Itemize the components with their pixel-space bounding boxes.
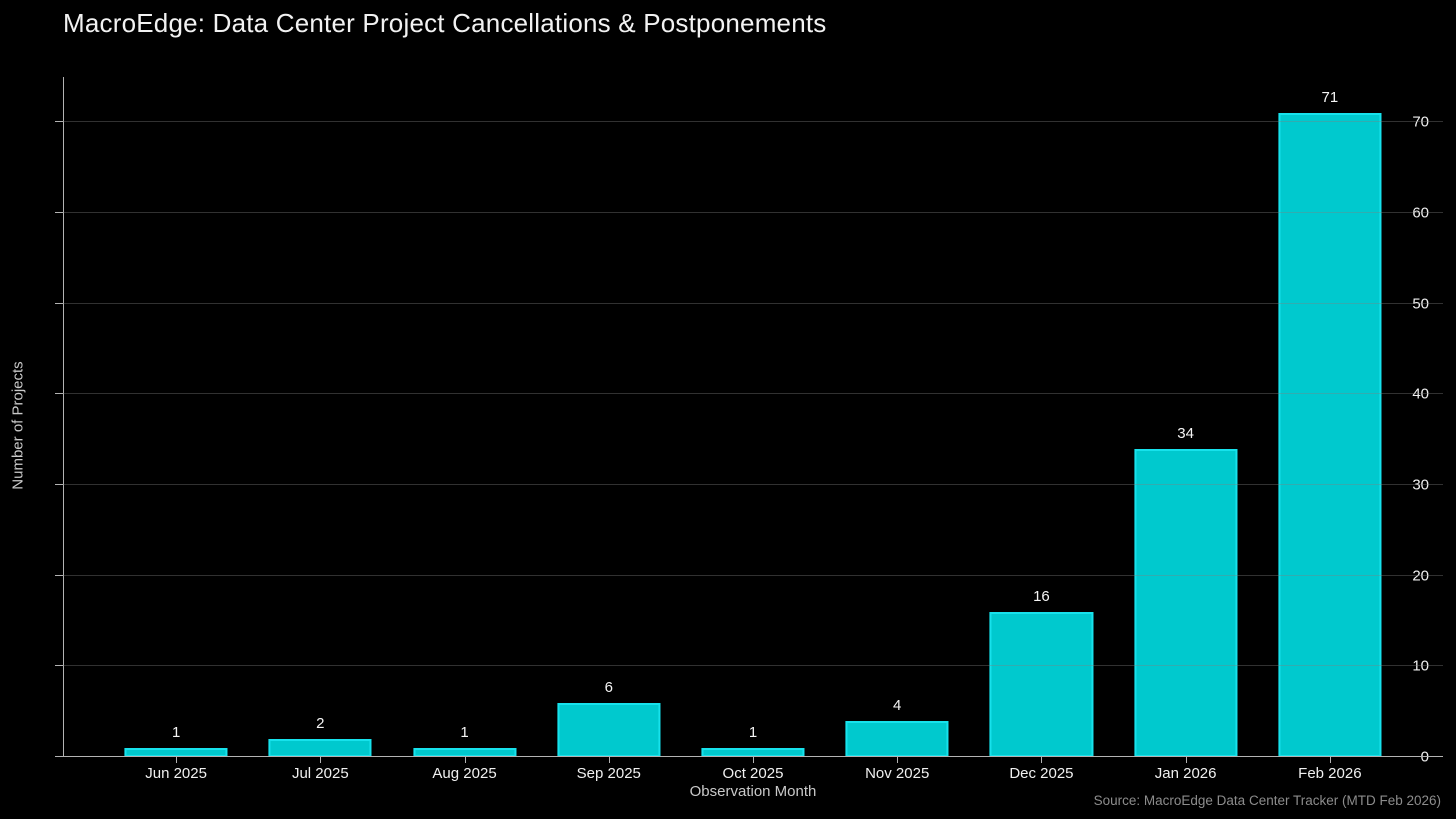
y-tick-mark-60 — [55, 212, 63, 213]
bar-slot-aug-2025: 1 Aug 2025 — [392, 77, 536, 782]
bar-slot-oct-2025: 1 Oct 2025 — [681, 77, 825, 782]
y-tick-mark-50 — [55, 302, 63, 304]
bar-slot-nov-2025: 4 Nov 2025 — [825, 77, 969, 782]
y-tick-label-20: 20 — [1412, 567, 1429, 585]
y-tick-label-40: 40 — [1412, 385, 1429, 403]
x-tick-mark — [897, 757, 899, 763]
y-tick-label-30: 30 — [1412, 476, 1429, 494]
gridline-20 — [63, 574, 1443, 576]
x-tick-label: Aug 2025 — [432, 765, 497, 782]
bar — [557, 702, 661, 757]
bar-slot-feb-2026: 71 Feb 2026 — [1258, 77, 1402, 782]
x-tick-mark — [1041, 757, 1043, 763]
bars-layer: 1 Jun 2025 2 Jul 2025 1 Aug 2025 6 Sep 2025 1 Oct… — [63, 77, 1443, 782]
bar-value-label: 4 — [893, 696, 902, 714]
gridline-50 — [63, 302, 1443, 304]
y-tick-mark-70 — [55, 121, 63, 123]
gridline-10 — [63, 665, 1443, 667]
x-axis-line — [63, 756, 1443, 757]
x-tick-label: Jun 2025 — [145, 765, 207, 782]
chart-title: MacroEdge: Data Center Project Cancellat… — [63, 8, 827, 38]
y-tick-mark-30 — [55, 484, 63, 485]
y-tick-label-0: 0 — [1420, 748, 1429, 766]
x-tick-mark — [320, 757, 322, 763]
bar-value-label: 16 — [1033, 587, 1050, 605]
y-tick-mark-40 — [55, 393, 63, 395]
bar — [845, 720, 949, 757]
x-axis-title: Observation Month — [689, 783, 817, 800]
source-note: Source: MacroEdge Data Center Tracker (M… — [1093, 793, 1441, 808]
x-tick-label: Sep 2025 — [576, 765, 641, 782]
gridline-30 — [63, 484, 1443, 485]
bar — [989, 611, 1093, 757]
x-tick-label: Feb 2026 — [1298, 765, 1362, 782]
x-tick-label: Nov 2025 — [865, 765, 930, 782]
bar-slot-sep-2025: 6 Sep 2025 — [537, 77, 681, 782]
bar-value-label: 71 — [1321, 89, 1339, 107]
x-tick-mark — [752, 757, 754, 763]
x-tick-label: Oct 2025 — [722, 765, 784, 782]
gridline-60 — [63, 212, 1443, 213]
gridline-40 — [63, 393, 1443, 395]
x-tick-label: Dec 2025 — [1009, 765, 1074, 782]
bar — [268, 738, 372, 757]
bar-value-label: 1 — [748, 723, 758, 741]
x-tick-mark — [176, 757, 178, 763]
bar-value-label: 2 — [316, 714, 325, 732]
y-axis-line — [63, 77, 64, 757]
y-axis-title: Number of Projects — [9, 361, 27, 490]
bar-value-label: 34 — [1177, 424, 1194, 442]
gridline-70 — [63, 121, 1443, 123]
plot-area: 1 Jun 2025 2 Jul 2025 1 Aug 2025 6 Sep 2025 1 Oct… — [55, 77, 1443, 782]
x-tick-mark — [1329, 757, 1331, 763]
bar — [412, 747, 517, 757]
y-tick-mark-0 — [55, 756, 63, 757]
bar — [701, 747, 805, 757]
bar-value-label: 1 — [171, 723, 181, 741]
x-tick-mark — [608, 757, 610, 763]
x-tick-mark — [464, 757, 466, 763]
bar-value-label: 6 — [604, 678, 613, 696]
bar — [1134, 448, 1238, 757]
y-tick-mark-10 — [55, 665, 63, 667]
x-tick-label: Jul 2025 — [291, 765, 349, 782]
y-tick-label-10: 10 — [1412, 657, 1429, 675]
bar — [1278, 113, 1382, 757]
bar-slot-jun-2025: 1 Jun 2025 — [104, 77, 248, 782]
bar — [124, 747, 228, 757]
bar-slot-jul-2025: 2 Jul 2025 — [248, 77, 392, 782]
y-tick-mark-20 — [55, 574, 63, 576]
x-tick-mark — [1185, 757, 1187, 763]
bar-value-label: 1 — [460, 723, 469, 741]
bar-slot-dec-2025: 16 Dec 2025 — [969, 77, 1113, 782]
x-tick-label: Jan 2026 — [1154, 765, 1217, 782]
y-tick-label-60: 60 — [1412, 204, 1429, 222]
bar-slot-jan-2026: 34 Jan 2026 — [1114, 77, 1258, 782]
y-tick-label-70: 70 — [1412, 113, 1429, 131]
y-tick-label-50: 50 — [1412, 295, 1429, 313]
